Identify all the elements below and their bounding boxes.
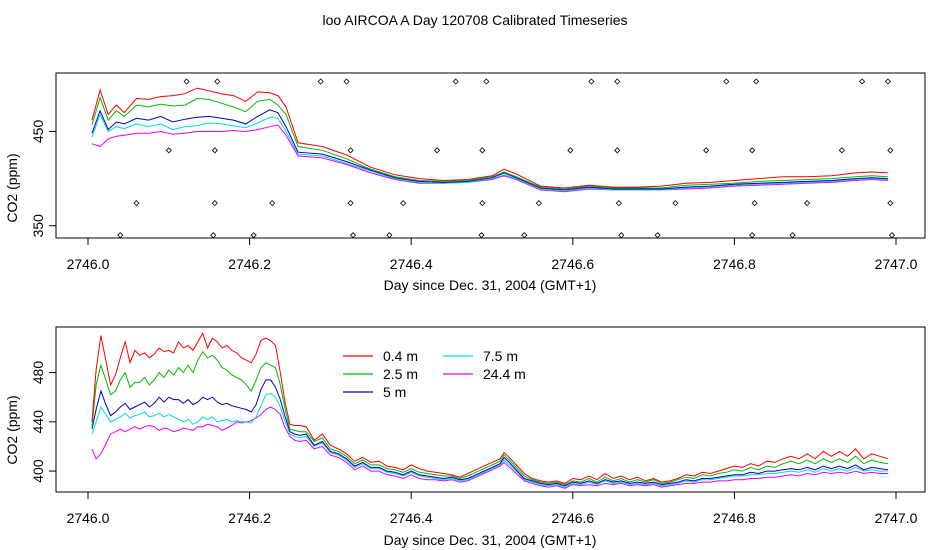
series-line-24-4-m: [91, 124, 888, 193]
diamond-marker: [567, 147, 574, 154]
x-tick-label: 2746.8: [713, 256, 756, 272]
y-tick-label: 480: [30, 361, 46, 385]
diamond-marker: [400, 200, 407, 207]
diamond-marker: [349, 232, 357, 239]
y-axis: 400 440 480: [30, 361, 56, 483]
marker-rows: [117, 78, 896, 239]
series-line-5-m: [91, 109, 888, 191]
diamond-marker: [211, 200, 218, 207]
top-panel: 2746.0 2746.2 2746.4 2746.6 2746.8 2747.0 350…: [4, 72, 926, 293]
diamond-marker: [753, 78, 760, 85]
series-line-2-5-m: [91, 350, 888, 486]
plot-frame: [55, 72, 926, 239]
x-tick-label: 2746.4: [390, 256, 433, 272]
x-tick-label: 2747.0: [875, 510, 918, 526]
x-tick-label: 2747.0: [875, 256, 918, 272]
diamond-marker: [749, 147, 756, 154]
diamond-marker: [884, 78, 891, 85]
diamond-marker: [654, 232, 661, 239]
legend-label: 2.5 m: [383, 366, 418, 382]
diamond-marker: [614, 147, 621, 154]
legend-label: 7.5 m: [483, 348, 518, 364]
x-axis: 2746.0 2746.2 2746.4 2746.6 2746.8 2747.0: [67, 492, 918, 526]
x-axis: 2746.0 2746.2 2746.4 2746.6 2746.8 2747.0: [67, 238, 918, 272]
diamond-marker: [804, 200, 811, 207]
y-axis-label: CO2 (ppm): [4, 395, 20, 464]
diamond-marker: [749, 232, 756, 239]
series-line-0-4-m: [91, 331, 889, 484]
diamond-marker: [858, 78, 866, 85]
diamond-marker: [615, 200, 622, 207]
diamond-marker: [479, 147, 486, 154]
series-lines: [91, 87, 888, 193]
diamond-marker: [618, 232, 625, 239]
series-line-5-m: [91, 379, 888, 487]
legend: 0.4 m 2.5 m 5 m 7.5 m 24.4 m: [343, 348, 526, 400]
legend-label: 5 m: [383, 384, 406, 400]
series-line-2-5-m: [91, 95, 888, 190]
diamond-marker: [343, 78, 350, 85]
x-tick-label: 2746.6: [551, 256, 594, 272]
figure-title: loo AIRCOA A Day 120708 Calibrated Times…: [322, 12, 627, 28]
diamond-marker: [887, 147, 894, 154]
diamond-marker: [347, 200, 354, 207]
x-axis-label: Day since Dec. 31, 2004 (GMT+1): [384, 277, 597, 293]
y-axis: 350 450: [30, 120, 56, 238]
y-tick-label: 450: [30, 120, 46, 144]
y-tick-label: 440: [30, 410, 46, 434]
x-tick-label: 2746.8: [713, 510, 756, 526]
diamond-marker: [478, 232, 485, 239]
diamond-marker: [165, 147, 172, 154]
x-tick-label: 2746.4: [390, 510, 433, 526]
diamond-marker: [789, 232, 796, 239]
diamond-marker: [269, 200, 276, 207]
y-tick-label: 400: [30, 459, 46, 483]
diamond-marker: [588, 78, 595, 85]
diamond-marker: [133, 200, 140, 207]
diamond-marker: [521, 232, 528, 239]
series-lines: [91, 331, 889, 489]
legend-label: 24.4 m: [483, 366, 526, 382]
diamond-marker: [386, 232, 393, 239]
y-axis-label: CO2 (ppm): [4, 153, 20, 222]
x-tick-label: 2746.0: [67, 510, 110, 526]
diamond-marker: [887, 200, 894, 207]
series-line-24-4-m: [91, 406, 888, 489]
x-tick-label: 2746.6: [551, 510, 594, 526]
x-tick-label: 2746.2: [228, 256, 271, 272]
diamond-marker: [838, 147, 845, 154]
diamond-marker: [250, 232, 257, 239]
diamond-marker: [723, 78, 730, 85]
diamond-marker: [703, 147, 710, 154]
diamond-marker: [888, 232, 896, 239]
diamond-marker: [211, 147, 218, 154]
diamond-marker: [433, 147, 441, 154]
diamond-marker: [347, 147, 354, 154]
diamond-marker: [751, 200, 758, 207]
series-line-7-5-m: [91, 392, 888, 488]
x-tick-label: 2746.2: [228, 510, 271, 526]
diamond-marker: [535, 200, 542, 207]
diamond-marker: [614, 78, 621, 85]
series-line-0-4-m: [91, 87, 888, 189]
diamond-marker: [117, 232, 124, 239]
x-tick-label: 2746.0: [67, 256, 110, 272]
x-axis-label: Day since Dec. 31, 2004 (GMT+1): [384, 532, 597, 548]
diamond-marker: [317, 78, 324, 85]
y-tick-label: 350: [30, 214, 46, 238]
diamond-marker: [210, 232, 217, 239]
diamond-marker: [483, 78, 490, 85]
plot-frame: [55, 326, 926, 493]
diamond-marker: [452, 78, 459, 85]
diamond-marker: [479, 200, 486, 207]
legend-label: 0.4 m: [383, 348, 418, 364]
diamond-marker: [183, 78, 190, 85]
diamond-marker: [214, 78, 221, 85]
series-line-7-5-m: [91, 113, 888, 192]
diamond-marker: [672, 200, 679, 207]
bottom-panel: 2746.0 2746.2 2746.4 2746.6 2746.8 2747.0 400…: [4, 326, 926, 548]
